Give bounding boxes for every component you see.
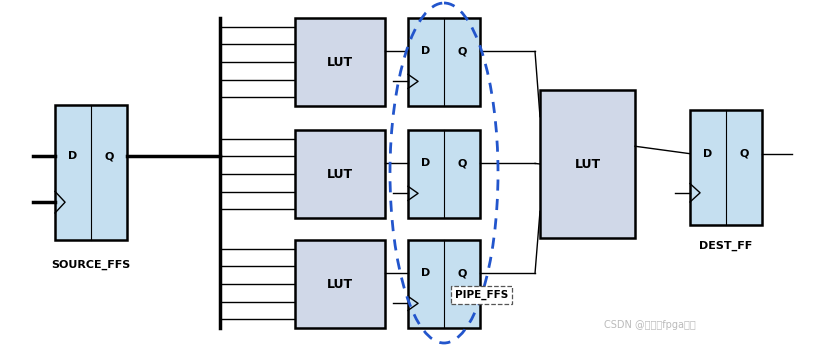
Bar xyxy=(295,240,385,328)
Text: D: D xyxy=(704,149,713,159)
Text: LUT: LUT xyxy=(574,158,601,171)
Text: D: D xyxy=(422,158,431,168)
Text: SOURCE_FFS: SOURCE_FFS xyxy=(51,260,130,270)
Text: LUT: LUT xyxy=(327,277,353,291)
Bar xyxy=(540,90,635,238)
Text: LUT: LUT xyxy=(327,55,353,69)
Text: Q: Q xyxy=(457,158,467,168)
Bar xyxy=(295,18,385,106)
Text: Q: Q xyxy=(739,149,749,159)
Bar xyxy=(408,18,480,106)
Text: Q: Q xyxy=(104,151,114,161)
Text: Q: Q xyxy=(457,268,467,278)
Text: D: D xyxy=(422,268,431,278)
Text: LUT: LUT xyxy=(327,167,353,181)
Bar xyxy=(408,130,480,218)
Bar xyxy=(295,130,385,218)
Text: PIPE_FFS: PIPE_FFS xyxy=(455,290,508,300)
Text: D: D xyxy=(68,151,78,161)
Text: DEST_FF: DEST_FF xyxy=(700,241,752,251)
Bar xyxy=(55,105,127,240)
Bar xyxy=(690,110,762,225)
Text: Q: Q xyxy=(457,46,467,56)
Bar xyxy=(408,240,480,328)
Text: CSDN @今天你fpga了嘛: CSDN @今天你fpga了嘛 xyxy=(604,320,695,330)
Text: D: D xyxy=(422,46,431,56)
